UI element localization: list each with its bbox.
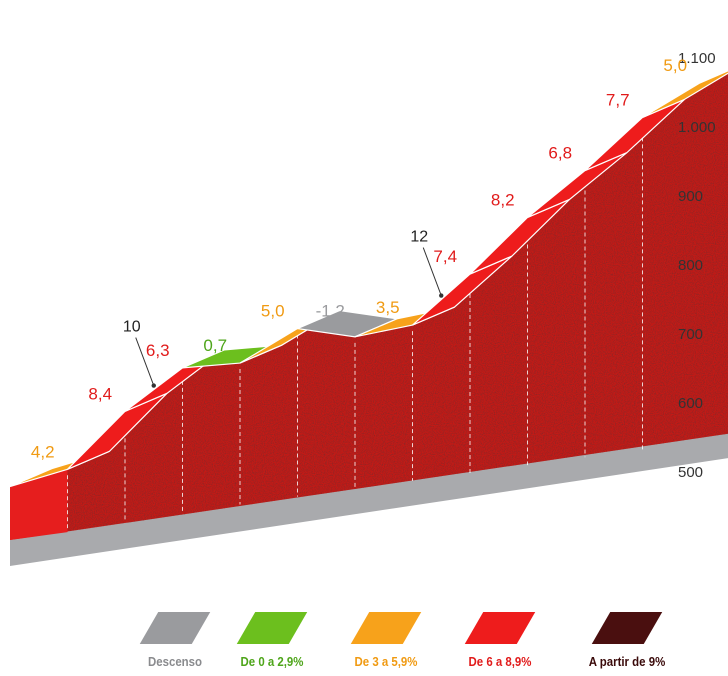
legend-item-6-8-9: De 6 a 8,9% (430, 612, 570, 669)
gradient-label-12: 5,0 (663, 56, 687, 75)
y-tick-label: 900 (678, 188, 703, 205)
gradient-label-7: 3,5 (376, 298, 400, 317)
legend-swatch-3-5-9 (350, 612, 422, 644)
legend-swatch-9-plus (591, 612, 663, 644)
max-marker-label-1: 10 (123, 319, 141, 336)
gradient-label-2: 8,4 (88, 384, 112, 403)
y-tick-label: 800 (678, 257, 703, 274)
gradient-label-11: 7,7 (606, 90, 630, 109)
gradient-label-6: -1,2 (316, 302, 345, 321)
legend-item-9-plus: A partir de 9% (557, 612, 697, 669)
gradient-labels: 4,2 8,4 6,3 0,7 5,0 -1,2 3,5 7,4 8,2 6,8 7,7 5,0 10 1… (31, 56, 687, 461)
legend-label-descenso: Descenso (147, 654, 203, 669)
altitude-profile-chart: 500 600 700 800 900 1.000 1.100 4,2 8,4 6,3 0,7 5,… (9, 50, 728, 566)
gradient-label-5: 5,0 (261, 302, 285, 321)
max-marker-label-2: 12 (410, 229, 428, 246)
max-marker-dot-2 (439, 293, 444, 298)
profile-wall (10, 70, 728, 540)
gradient-label-8: 7,4 (433, 247, 457, 266)
base-front (10, 432, 728, 566)
altitude-axis: 500 600 700 800 900 1.000 1.100 (678, 50, 716, 481)
gradient-label-9: 8,2 (491, 190, 515, 209)
first-block-face (10, 469, 68, 540)
legend-label-0-2-9: De 0 a 2,9% (240, 654, 304, 669)
legend-label-6-8-9: De 6 a 8,9% (468, 654, 532, 669)
legend-label-9-plus: A partir de 9% (588, 654, 666, 669)
max-marker-line-1 (135, 337, 155, 386)
max-marker-line-2 (422, 247, 442, 296)
y-tick-label: 700 (678, 326, 703, 343)
legend-swatch-0-2-9 (236, 612, 308, 644)
legend-swatch-descenso (139, 612, 211, 644)
legend-item-3-5-9: De 3 a 5,9% (316, 612, 456, 669)
gradient-label-4: 0,7 (203, 336, 227, 355)
rock-texture (10, 70, 728, 540)
gradient-label-3: 6,3 (146, 341, 170, 360)
legend-label-3-5-9: De 3 a 5,9% (354, 654, 418, 669)
y-tick-label: 600 (678, 395, 703, 412)
gradient-label-10: 6,8 (548, 144, 572, 163)
gradient-segment-12 (642, 70, 728, 118)
legend-swatch-6-8-9 (464, 612, 536, 644)
legend-item-0-2-9: De 0 a 2,9% (202, 612, 342, 669)
y-tick-label: 500 (678, 464, 703, 481)
y-tick-label: 1.100 (678, 50, 716, 67)
legend: Descenso De 0 a 2,9% De 3 a 5,9% De 6 a … (0, 612, 728, 676)
y-tick-label: 1.000 (678, 119, 716, 136)
gradient-label-1: 4,2 (31, 442, 55, 461)
legend-item-descenso: Descenso (105, 612, 245, 669)
max-marker-dot-1 (151, 383, 156, 388)
gradient-strip (9, 70, 728, 488)
